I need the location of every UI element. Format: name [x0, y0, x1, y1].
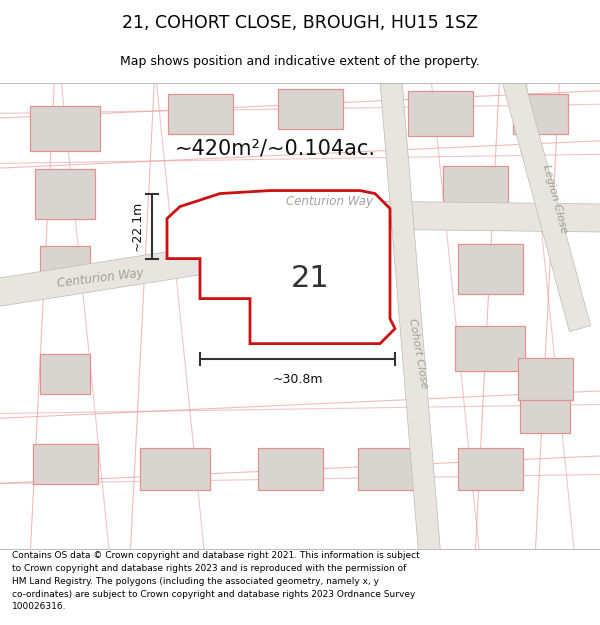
Text: ~30.8m: ~30.8m [272, 372, 323, 386]
Text: Map shows position and indicative extent of the property.: Map shows position and indicative extent… [120, 56, 480, 68]
Bar [32, 444, 97, 484]
Bar [520, 394, 570, 432]
Bar [455, 326, 525, 371]
Bar [257, 448, 323, 490]
Text: Centurion Way: Centurion Way [56, 267, 144, 291]
Bar [517, 357, 572, 399]
Polygon shape [230, 199, 600, 232]
Polygon shape [0, 225, 342, 308]
Bar [358, 448, 422, 490]
Bar [443, 166, 508, 211]
Bar [167, 94, 233, 134]
Text: ~22.1m: ~22.1m [131, 201, 144, 251]
Bar [40, 354, 90, 394]
Bar [277, 89, 343, 129]
Text: Legion Close: Legion Close [541, 163, 569, 234]
Bar [40, 246, 90, 291]
Text: ~420m²/~0.104ac.: ~420m²/~0.104ac. [175, 139, 376, 159]
Text: 21, COHORT CLOSE, BROUGH, HU15 1SZ: 21, COHORT CLOSE, BROUGH, HU15 1SZ [122, 14, 478, 32]
Bar [140, 448, 210, 490]
Polygon shape [499, 66, 590, 331]
Text: 21: 21 [290, 264, 329, 293]
Polygon shape [379, 68, 441, 559]
Bar [407, 91, 473, 136]
Bar [458, 244, 523, 294]
Text: Centurion Way: Centurion Way [287, 195, 373, 208]
Bar [35, 169, 95, 219]
Text: Cohort Close: Cohort Close [407, 318, 429, 389]
Bar [30, 106, 100, 151]
Polygon shape [167, 191, 395, 344]
Bar [458, 448, 523, 490]
Bar [512, 94, 568, 134]
Text: Contains OS data © Crown copyright and database right 2021. This information is : Contains OS data © Crown copyright and d… [12, 551, 420, 611]
